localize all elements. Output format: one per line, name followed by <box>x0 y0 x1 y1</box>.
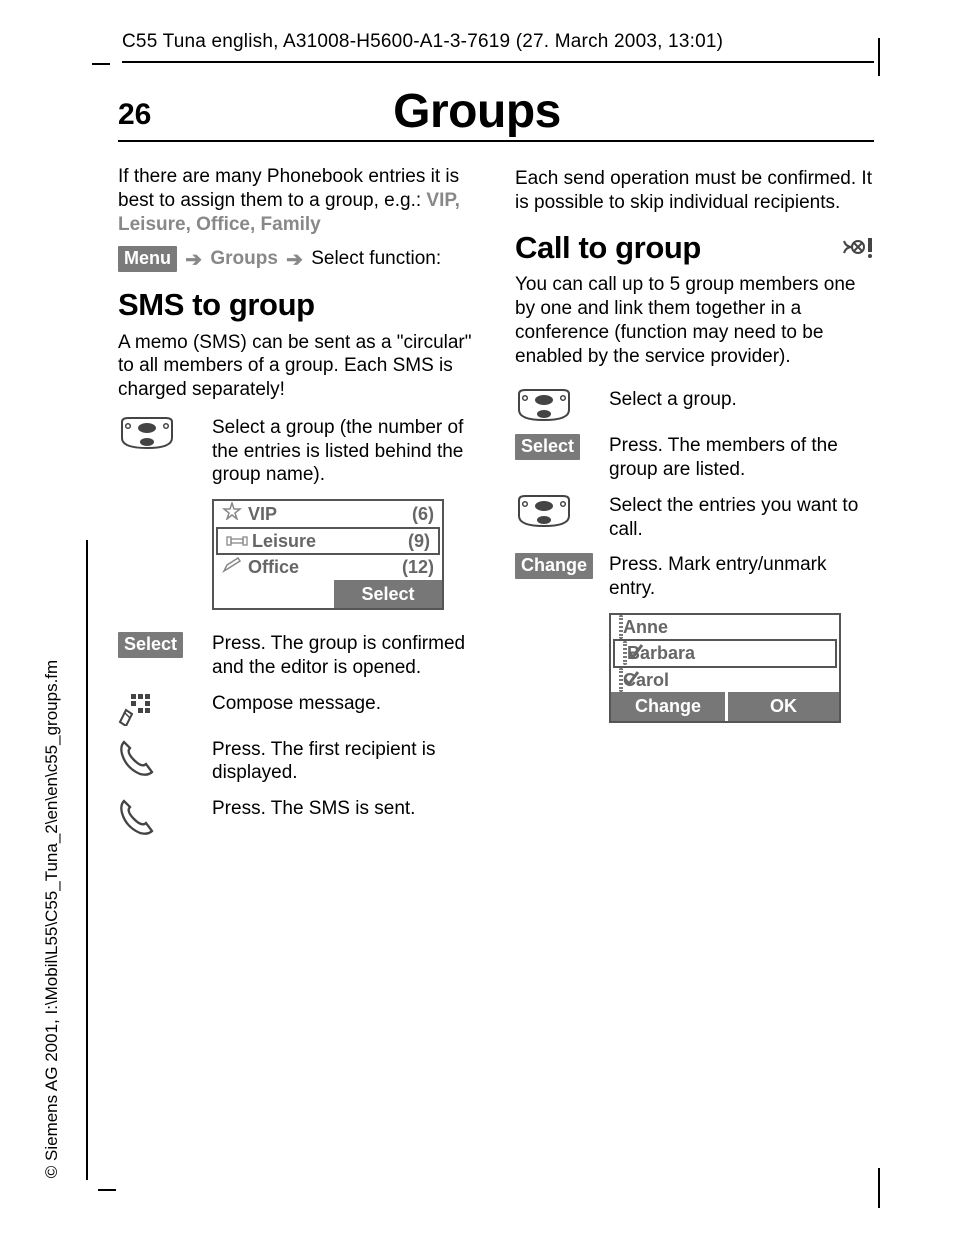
select-function-text: Select function: <box>311 248 441 269</box>
call-key-icon <box>118 797 212 837</box>
lcd-names-list: Anne Barbara Carol Change OK <box>609 613 841 723</box>
left-column: If there are many Phonebook entries it i… <box>118 165 477 849</box>
crop-mark-br <box>878 1168 880 1208</box>
lcd-row: Office (12) <box>214 555 442 580</box>
lcd-row-selected: Barbara <box>613 639 837 668</box>
lcd-softkey-row: Change OK <box>611 692 839 721</box>
select-label: Select <box>118 632 183 658</box>
lcd-row: Carol <box>611 668 839 693</box>
step-members-listed: Press. The members of the group are list… <box>609 434 874 482</box>
dumbbell-icon <box>226 530 252 553</box>
sms-to-group-heading: SMS to group <box>118 286 477 325</box>
lcd-row-selected: Leisure (9) <box>216 527 440 556</box>
page-title: Groups <box>0 82 954 142</box>
crop-mark-bl <box>98 1189 116 1191</box>
lcd-row: Anne <box>611 615 839 640</box>
crop-mark-tr <box>878 38 880 76</box>
document-header: C55 Tuna english, A31008-H5600-A1-3-7619… <box>122 30 874 63</box>
crop-mark-left <box>86 540 88 1180</box>
keypad-icon <box>118 692 212 726</box>
lcd-softkey-ok: OK <box>728 692 839 721</box>
lcd-softkey-row: Select <box>214 580 442 609</box>
step-select-group: Select a group (the number of the entrie… <box>212 416 477 487</box>
lcd-row-count: (12) <box>402 556 434 579</box>
lcd-row-label: Leisure <box>252 530 408 553</box>
step-first-recipient: Press. The first recipient is displayed. <box>212 738 477 786</box>
lcd-softkey-change: Change <box>611 692 725 721</box>
step-select-group-2: Select a group. <box>609 388 874 422</box>
send-confirm-text: Each send operation must be confirmed. I… <box>515 167 874 215</box>
step-select-press: Press. The group is confirmed and the ed… <box>212 632 477 680</box>
step-sms-sent: Press. The SMS is sent. <box>212 797 477 837</box>
service-provider-icon <box>840 235 874 266</box>
call-description: You can call up to 5 group members one b… <box>515 273 874 368</box>
right-column: Each send operation must be confirmed. I… <box>515 165 874 849</box>
lcd-row-label: VIP <box>248 503 412 526</box>
call-key-icon <box>118 738 212 786</box>
lcd-group-list: VIP (6) Leisure (9) Office (12) Select <box>212 499 444 610</box>
nav-key-icon <box>515 494 609 542</box>
menu-label: Menu <box>118 246 177 272</box>
arrow-icon: ➔ <box>185 248 202 273</box>
menu-path: Menu ➔ Groups ➔ Select function: <box>118 246 477 272</box>
checkbox-checked-icon <box>623 642 627 665</box>
lcd-row: VIP (6) <box>214 501 442 527</box>
lcd-softkey-select: Select <box>334 580 442 609</box>
intro-text: If there are many Phonebook entries it i… <box>118 165 477 236</box>
step-compose: Compose message. <box>212 692 477 726</box>
step-select-entries: Select the entries you want to call. <box>609 494 874 542</box>
select-button: Select <box>515 434 609 482</box>
nav-key-icon <box>515 388 609 422</box>
pen-icon <box>222 556 248 579</box>
star-icon <box>222 502 248 526</box>
lcd-row-count: (6) <box>412 503 434 526</box>
change-label: Change <box>515 553 593 579</box>
lcd-row-label: Office <box>248 556 402 579</box>
sms-description: A memo (SMS) can be sent as a "circular"… <box>118 331 477 402</box>
change-button: Change <box>515 553 609 601</box>
lcd-name: Anne <box>623 616 668 639</box>
select-label: Select <box>515 434 580 460</box>
crop-mark-tl <box>92 63 110 65</box>
checkbox-checked-icon <box>619 669 623 692</box>
arrow-icon: ➔ <box>286 248 303 273</box>
call-to-group-heading: Call to group <box>515 229 874 268</box>
step-mark-unmark: Press. Mark entry/unmark entry. <box>609 553 874 601</box>
title-underline <box>118 140 874 142</box>
copyright-text: © Siemens AG 2001, I:\Mobil\L55\C55_Tuna… <box>41 660 62 1178</box>
intro-body: If there are many Phonebook entries it i… <box>118 166 459 211</box>
lcd-row-count: (9) <box>408 530 430 553</box>
groups-link: Groups <box>210 248 278 269</box>
checkbox-empty-icon <box>619 616 623 639</box>
select-button: Select <box>118 632 212 680</box>
nav-key-icon <box>118 416 212 487</box>
